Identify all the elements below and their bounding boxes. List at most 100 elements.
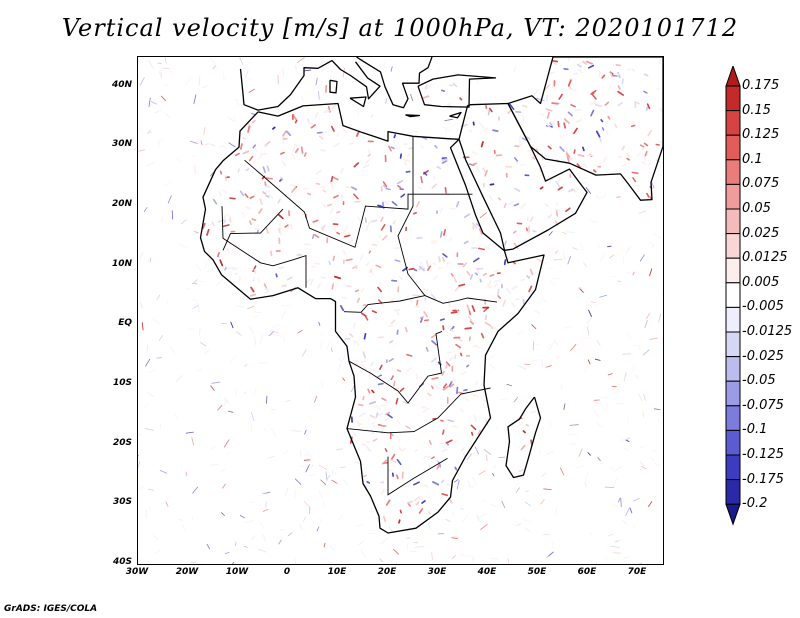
velocity-mark xyxy=(520,278,526,282)
velocity-mark xyxy=(261,492,269,496)
velocity-mark xyxy=(490,558,499,560)
velocity-mark xyxy=(578,69,583,74)
velocity-mark xyxy=(245,70,249,78)
velocity-mark xyxy=(174,414,178,419)
velocity-mark xyxy=(249,326,255,335)
colorbar-level-label: -0.075 xyxy=(742,397,784,413)
velocity-mark xyxy=(253,387,257,395)
velocity-mark xyxy=(402,448,406,451)
velocity-mark xyxy=(154,549,161,555)
velocity-mark xyxy=(147,129,152,134)
velocity-mark xyxy=(442,383,448,389)
velocity-mark xyxy=(384,448,388,453)
velocity-mark xyxy=(231,562,234,564)
velocity-mark xyxy=(475,445,480,451)
velocity-mark xyxy=(577,177,587,179)
velocity-mark xyxy=(483,127,489,132)
velocity-mark xyxy=(140,77,145,86)
velocity-mark xyxy=(525,423,530,427)
velocity-mark xyxy=(378,413,383,416)
velocity-mark xyxy=(596,340,601,346)
velocity-mark xyxy=(266,185,270,188)
velocity-mark xyxy=(563,118,570,124)
velocity-mark xyxy=(329,545,335,550)
velocity-mark xyxy=(642,349,650,356)
velocity-mark xyxy=(435,384,439,389)
velocity-mark xyxy=(253,268,256,274)
velocity-mark xyxy=(356,130,360,137)
velocity-mark xyxy=(400,193,406,198)
velocity-mark xyxy=(431,376,439,380)
velocity-mark xyxy=(614,123,618,129)
velocity-mark xyxy=(203,127,206,136)
velocity-mark xyxy=(471,162,477,166)
velocity-mark xyxy=(611,503,619,507)
velocity-mark xyxy=(381,235,388,241)
velocity-mark xyxy=(365,440,370,443)
velocity-mark xyxy=(522,430,526,434)
velocity-mark xyxy=(377,423,383,427)
velocity-mark xyxy=(626,333,631,340)
velocity-mark xyxy=(417,186,423,190)
lat-tick-label: 40N xyxy=(111,79,132,90)
velocity-mark xyxy=(290,223,293,230)
velocity-mark xyxy=(237,168,240,173)
velocity-mark xyxy=(575,296,580,299)
velocity-mark xyxy=(422,136,428,140)
map-svg xyxy=(138,57,663,564)
velocity-mark xyxy=(399,153,403,159)
velocity-mark xyxy=(582,163,588,168)
velocity-mark xyxy=(284,449,288,455)
velocity-mark xyxy=(282,68,285,77)
velocity-mark xyxy=(557,121,560,128)
velocity-mark xyxy=(493,283,498,288)
velocity-mark xyxy=(278,266,284,270)
velocity-mark xyxy=(282,335,285,344)
velocity-mark xyxy=(333,194,339,199)
velocity-mark xyxy=(529,216,534,222)
velocity-mark xyxy=(423,311,429,318)
velocity-mark xyxy=(514,187,521,192)
velocity-mark xyxy=(547,450,554,455)
velocity-mark xyxy=(407,500,414,504)
colorbar-level-label: -0.05 xyxy=(742,373,776,389)
coastline xyxy=(349,96,367,108)
velocity-mark xyxy=(631,171,639,175)
velocity-mark xyxy=(441,429,445,435)
velocity-mark xyxy=(234,243,238,248)
velocity-mark xyxy=(379,428,384,435)
velocity-mark xyxy=(463,388,468,392)
velocity-mark xyxy=(450,328,455,333)
velocity-mark xyxy=(638,210,647,214)
velocity-mark xyxy=(265,177,273,180)
velocity-mark xyxy=(356,297,360,303)
velocity-mark xyxy=(482,167,486,173)
velocity-mark xyxy=(480,141,484,148)
velocity-mark xyxy=(421,287,429,291)
velocity-mark xyxy=(145,358,151,367)
colorbar-level-label: 0.005 xyxy=(742,274,780,290)
velocity-mark xyxy=(464,327,472,330)
velocity-mark xyxy=(614,540,619,543)
velocity-mark xyxy=(249,220,252,226)
velocity-mark xyxy=(623,556,630,559)
velocity-mark xyxy=(609,72,613,78)
velocity-mark xyxy=(507,558,510,563)
velocity-mark xyxy=(546,124,552,129)
velocity-mark xyxy=(521,104,528,108)
velocity-mark xyxy=(587,359,591,365)
velocity-mark xyxy=(292,146,296,152)
velocity-mark xyxy=(392,220,396,225)
velocity-mark xyxy=(446,102,452,106)
velocity-mark xyxy=(268,194,274,200)
country-border xyxy=(222,208,284,251)
velocity-mark xyxy=(591,93,597,100)
velocity-mark xyxy=(233,115,236,120)
lon-tick-label: 10E xyxy=(327,567,347,577)
lon-tick-label: 20E xyxy=(377,567,397,577)
colorbar-level-label: 0.125 xyxy=(742,127,780,143)
velocity-mark xyxy=(472,257,480,263)
velocity-mark xyxy=(332,176,339,181)
velocity-mark xyxy=(571,131,575,135)
velocity-mark xyxy=(358,403,364,407)
